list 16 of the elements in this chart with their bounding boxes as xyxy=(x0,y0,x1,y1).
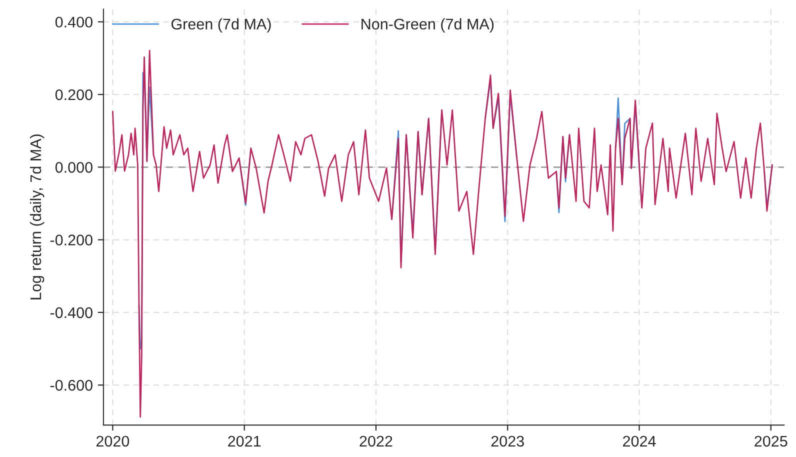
y-tick-label: 0.400 xyxy=(55,16,92,28)
x-tick-label: 2021 xyxy=(228,436,261,447)
y-tick-label: 0.000 xyxy=(55,162,92,173)
y-tick-label: -0.200 xyxy=(50,234,92,246)
x-tick-label: 2022 xyxy=(360,436,392,447)
y-tick-label: -0.600 xyxy=(50,380,92,391)
legend-label: Non-Green (7d MA) xyxy=(362,18,494,33)
legend-label: Green (7d MA) xyxy=(171,18,271,33)
x-tick-label: 2024 xyxy=(623,436,656,447)
y-axis-title: Log return (daily, 7d MA) xyxy=(30,134,44,300)
x-tick-label: 2025 xyxy=(754,436,788,447)
y-tick-label: 0.200 xyxy=(55,89,92,100)
x-tick-label: 2023 xyxy=(491,436,524,447)
y-tick-label: -0.400 xyxy=(50,307,92,318)
x-tick-label: 2020 xyxy=(96,436,130,447)
line-series xyxy=(112,50,773,418)
